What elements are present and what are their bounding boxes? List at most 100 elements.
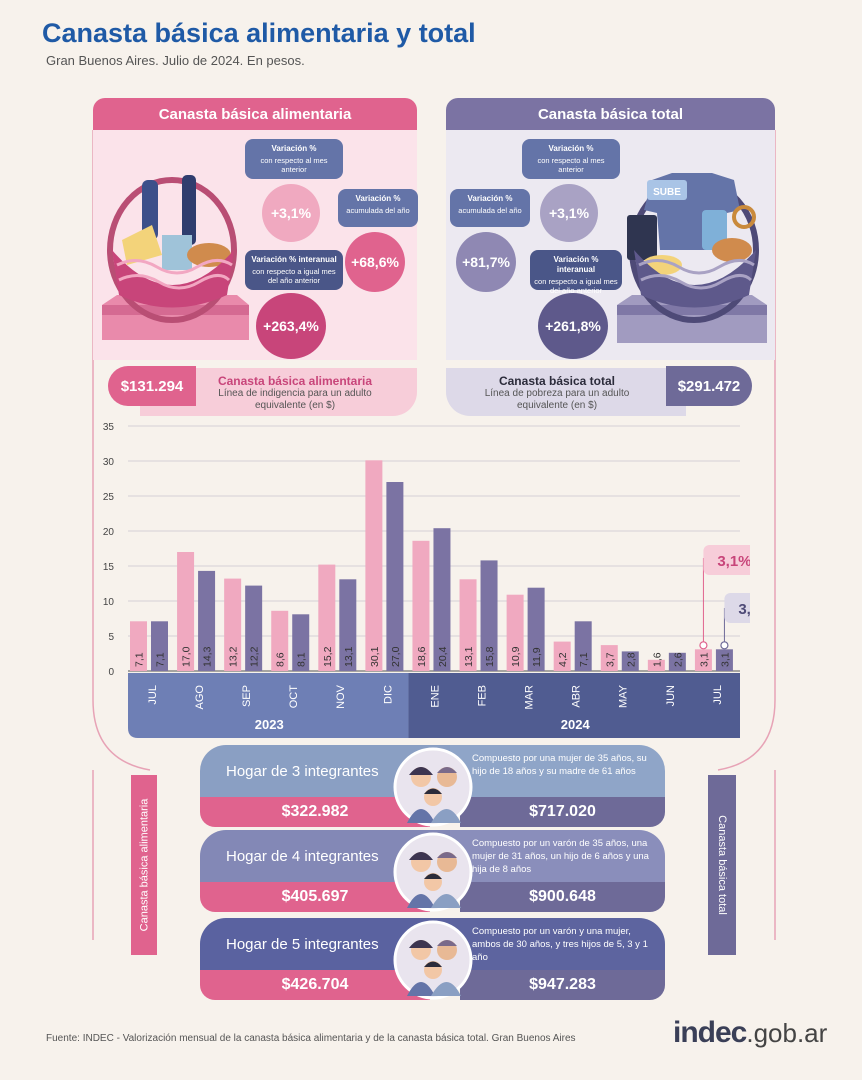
food-basket-illustration — [102, 175, 249, 340]
side-label-cbt: Canasta básica total — [708, 775, 736, 955]
bar-value-label: 4,2 — [557, 652, 569, 667]
callout-box-cba — [703, 545, 750, 575]
x-tick-label: SEP — [241, 685, 253, 707]
bar-value-label: 14,3 — [202, 646, 214, 667]
y-tick-label: 20 — [103, 527, 115, 538]
y-tick-label: 15 — [103, 562, 115, 573]
cbt-legend-bg — [446, 368, 686, 416]
bar-value-label: 3,7 — [604, 652, 616, 667]
x-tick-label: MAY — [618, 684, 630, 708]
bar — [694, 649, 712, 671]
bar-value-label: 11,9 — [531, 647, 543, 667]
chart-x-axis: 2023 2024 JUL AGO SEP OCT NOV DIC ENE FEB MAR ABR MA… — [128, 673, 740, 738]
cbt-var-mes-desc: con respecto al mes anterior — [537, 156, 605, 175]
logo-main: indec — [673, 1016, 747, 1049]
bar — [480, 560, 498, 671]
bar — [339, 579, 357, 671]
bar — [574, 621, 592, 671]
logo-domain: .gob.ar — [746, 1018, 828, 1048]
cbt-var-acum-title: Variación % — [467, 194, 513, 203]
household-cba-price: $405.697 — [200, 882, 430, 912]
cbt-legend-title: Canasta básica total — [498, 374, 616, 388]
bar-value-label: 15,2 — [322, 646, 334, 667]
bar-value-label: 7,1 — [134, 652, 146, 667]
cba-legend-title: Canasta básica alimentaria — [217, 374, 373, 388]
x-tick-label: JUL — [147, 685, 159, 705]
bar-value-label: 3,1 — [719, 652, 731, 667]
bar-value-label: 13,1 — [343, 646, 355, 667]
y-tick-label: 0 — [108, 667, 114, 678]
bar — [224, 578, 242, 671]
bar — [271, 610, 289, 671]
bar-value-label: 30,1 — [369, 646, 381, 667]
cbt-var-mes-box: Variación % con respecto al mes anterior — [522, 139, 620, 179]
chart-callouts: 3,1% 3,1% — [699, 545, 750, 650]
bar-value-label: 13,2 — [228, 646, 240, 667]
bar — [245, 585, 263, 671]
cba-var-mes-box: Variación % con respecto al mes anterior — [245, 139, 343, 179]
bar-value-label: 7,1 — [578, 652, 590, 667]
bar-value-label: 20,4 — [437, 646, 449, 667]
bar-value-label: 27,0 — [390, 646, 402, 667]
cbt-var-mes-circle: +3,1% — [540, 184, 598, 242]
x-tick-label: DIC — [382, 685, 394, 704]
total-basket-illustration: SUBE — [617, 173, 767, 343]
side-label-cba: Canasta básica alimentaria — [131, 775, 157, 955]
bar-value-label: 13,1 — [463, 646, 475, 667]
bar-value-label: 2,8 — [625, 652, 637, 667]
household-label-text: Hogar de 4 integrantes — [226, 847, 379, 865]
cbt-price: $291.472 — [666, 366, 752, 406]
bar — [506, 594, 524, 671]
family-illustration — [393, 832, 473, 912]
callout-dot-cba — [699, 641, 708, 650]
cbt-var-inter-box: Variación % interanual con respecto a ig… — [530, 250, 622, 295]
cbt-var-inter-desc: con respecto a igual mes del año anterio… — [534, 277, 618, 296]
household-cba-price: $426.704 — [200, 970, 430, 1000]
cbt-var-acum-box: Variación % acumulada del año — [450, 189, 530, 227]
sube-card-text: SUBE — [653, 187, 681, 198]
bar-value-label: 2,6 — [672, 652, 684, 667]
year-band-2024 — [408, 673, 740, 738]
x-tick-label: NOV — [335, 684, 347, 709]
y-tick-label: 30 — [103, 457, 115, 468]
side-label-cba-text: Canasta básica alimentaria — [138, 798, 150, 932]
page-title: Canasta básica alimentaria y total — [42, 18, 476, 48]
year-label: 2023 — [255, 717, 284, 732]
bar — [621, 651, 639, 671]
bar-value-label: 12,2 — [249, 646, 261, 667]
household-desc: Compuesto por una mujer de 35 años, su h… — [450, 745, 665, 797]
monthly-variation-chart: 0 5 10 15 20 25 30 35 7,1 7,1 17,0 14,3 13,2 12,2 8,6… — [103, 422, 750, 738]
household-desc: Compuesto por un varón de 35 años, una m… — [450, 830, 665, 882]
callout-value-cbt: 3,1% — [738, 601, 750, 618]
cba-var-inter-title: Variación % interanual — [251, 255, 337, 264]
household-cbt-price: $947.283 — [460, 970, 665, 1000]
y-tick-label: 10 — [103, 597, 115, 608]
bar — [553, 641, 571, 671]
bar — [151, 621, 168, 671]
cbt-var-acum-desc: acumulada del año — [458, 206, 522, 215]
household-label-text: Hogar de 3 integrantes — [226, 762, 379, 780]
cbt-panel-header: Canasta básica total — [446, 98, 775, 130]
indec-logo[interactable]: indec.gob.ar — [673, 1016, 827, 1050]
chart-bars: 7,1 7,1 17,0 14,3 13,2 12,2 8,6 8,1 15,2 13,1 30,1… — [130, 460, 733, 671]
bar — [459, 579, 477, 671]
cba-var-acum-circle: +68,6% — [345, 232, 405, 292]
source-note: Fuente: INDEC - Valorización mensual de … — [46, 1033, 576, 1044]
cba-var-mes-desc: con respecto al mes anterior — [260, 156, 328, 175]
cba-legend-desc: Línea de indigencia para un adulto equiv… — [218, 388, 372, 412]
family-illustration — [393, 747, 473, 827]
year-band-2023 — [128, 673, 409, 738]
x-tick-label: ABR — [571, 685, 583, 708]
bar — [527, 587, 545, 671]
cbt-var-acum-circle: +81,7% — [456, 232, 516, 292]
cba-price: $131.294 — [108, 366, 196, 406]
x-tick-label: JUL — [712, 685, 724, 705]
x-tick-label: AGO — [194, 685, 206, 710]
cbt-var-mes-title: Variación % — [548, 144, 594, 153]
cba-var-acum-box: Variación % acumulada del año — [338, 189, 418, 227]
household-label: Hogar de 3 integrantes — [200, 745, 450, 797]
callout-box-cbt — [724, 593, 750, 623]
y-tick-label: 35 — [103, 422, 115, 433]
x-tick-label: MAR — [524, 685, 536, 710]
